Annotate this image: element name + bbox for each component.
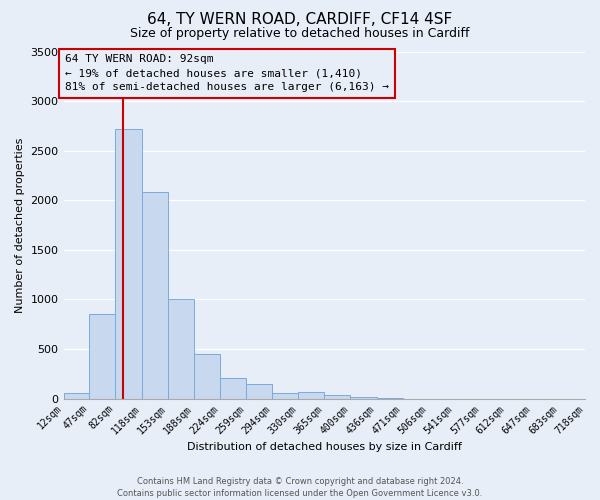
Text: Size of property relative to detached houses in Cardiff: Size of property relative to detached ho… [130, 28, 470, 40]
Bar [220, 378, 246, 398]
Bar [115, 129, 142, 398]
X-axis label: Distribution of detached houses by size in Cardiff: Distribution of detached houses by size … [187, 442, 462, 452]
Bar [89, 314, 115, 398]
Y-axis label: Number of detached properties: Number of detached properties [15, 138, 25, 313]
Bar [272, 393, 298, 398]
Bar [142, 192, 167, 398]
Text: 64 TY WERN ROAD: 92sqm
← 19% of detached houses are smaller (1,410)
81% of semi-: 64 TY WERN ROAD: 92sqm ← 19% of detached… [65, 54, 389, 92]
Bar [324, 395, 350, 398]
Text: 64, TY WERN ROAD, CARDIFF, CF14 4SF: 64, TY WERN ROAD, CARDIFF, CF14 4SF [148, 12, 452, 28]
Bar [350, 396, 377, 398]
Bar [246, 384, 272, 398]
Bar [298, 392, 324, 398]
Bar [167, 298, 194, 398]
Bar [194, 354, 220, 399]
Bar [64, 393, 89, 398]
Text: Contains HM Land Registry data © Crown copyright and database right 2024.
Contai: Contains HM Land Registry data © Crown c… [118, 476, 482, 498]
